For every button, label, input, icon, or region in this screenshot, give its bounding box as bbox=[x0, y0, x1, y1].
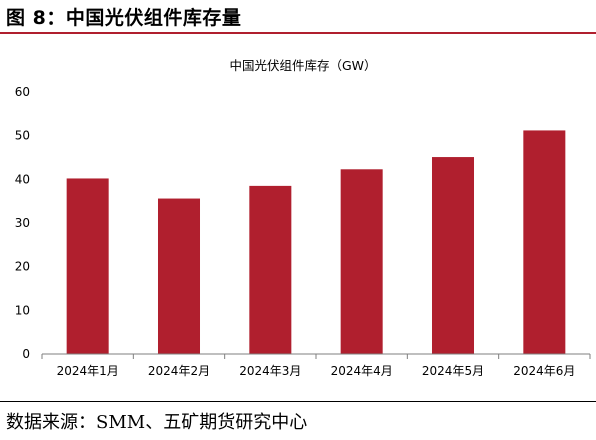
bar bbox=[523, 130, 566, 354]
x-tick-label: 2024年3月 bbox=[239, 364, 301, 378]
bar bbox=[157, 198, 201, 354]
y-tick-label: 40 bbox=[15, 172, 30, 186]
bar bbox=[340, 169, 383, 354]
bar-series bbox=[66, 130, 566, 354]
title-divider bbox=[0, 32, 596, 34]
x-tick-label: 2024年6月 bbox=[513, 364, 575, 378]
y-axis-tick-labels: 0 10 20 30 40 50 60 bbox=[15, 85, 30, 361]
x-axis-ticks bbox=[41, 354, 591, 359]
y-tick-label: 0 bbox=[22, 347, 30, 361]
source-divider bbox=[0, 401, 596, 402]
x-tick-label: 2024年1月 bbox=[57, 364, 119, 378]
bar bbox=[66, 178, 109, 354]
y-tick-label: 10 bbox=[15, 303, 30, 317]
x-tick-label: 2024年4月 bbox=[331, 364, 393, 378]
chart-title: 中国光伏组件库存（GW） bbox=[229, 58, 376, 73]
y-tick-label: 60 bbox=[15, 85, 30, 99]
x-tick-label: 2024年2月 bbox=[148, 364, 210, 378]
bar bbox=[431, 157, 475, 354]
bar bbox=[249, 185, 292, 354]
x-axis-tick-labels: 2024年1月 2024年2月 2024年3月 2024年4月 2024年5月 2024年… bbox=[57, 364, 576, 378]
bar-chart: 中国光伏组件库存（GW） 0 10 20 30 40 50 60 2024年1月 2024年2… bbox=[15, 58, 591, 378]
source-note: 数据来源：SMM、五矿期货研究中心 bbox=[6, 412, 308, 433]
x-tick-label: 2024年5月 bbox=[422, 364, 484, 378]
y-tick-label: 30 bbox=[15, 216, 30, 230]
y-tick-label: 50 bbox=[15, 129, 30, 143]
y-tick-label: 20 bbox=[15, 260, 30, 274]
figure-title: 图 8：中国光伏组件库存量 bbox=[6, 7, 242, 29]
